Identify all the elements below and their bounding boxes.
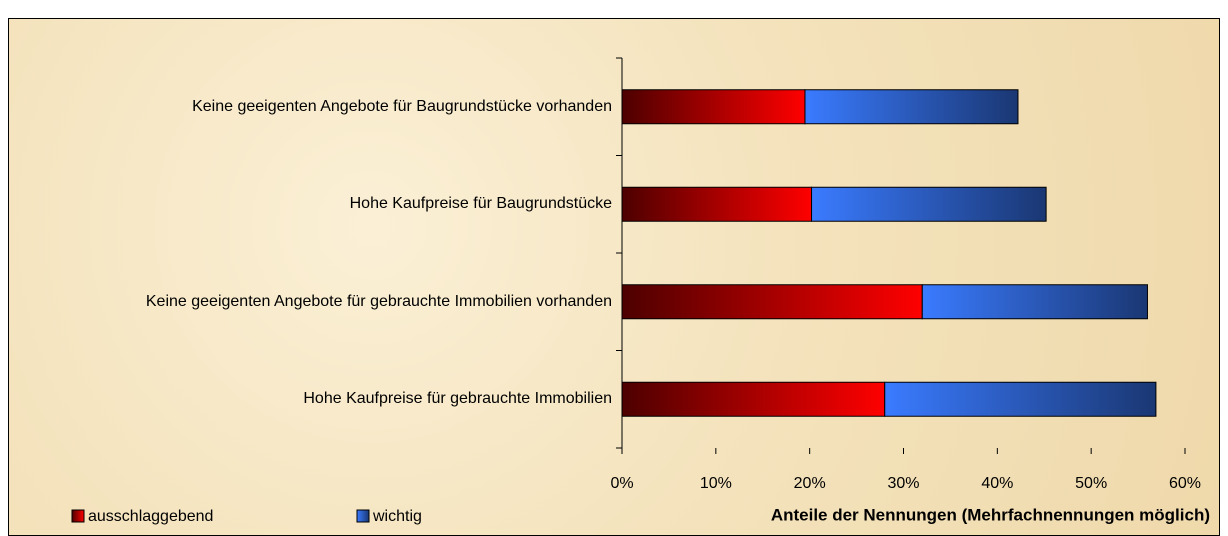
legend-label: wichtig bbox=[372, 508, 422, 525]
bar-segment bbox=[621, 284, 923, 320]
legend-swatch bbox=[356, 509, 370, 523]
x-tick-label: 50% bbox=[1075, 475, 1107, 492]
bar-segment bbox=[621, 89, 806, 125]
bar-segment bbox=[804, 89, 1019, 125]
category-label-text: Keine geeigenten Angebote für Baugrundst… bbox=[192, 97, 612, 115]
x-tick-label: 40% bbox=[981, 475, 1013, 492]
category-label: Keine geeigenten Angebote für Baugrundst… bbox=[18, 94, 612, 120]
category-label: Keine geeigenten Angebote für gebrauchte… bbox=[18, 289, 612, 315]
x-tick-label: 60% bbox=[1169, 475, 1201, 492]
category-label-text: Hohe Kaufpreise für gebrauchte Immobilie… bbox=[303, 390, 612, 408]
bar-segment bbox=[884, 381, 1157, 417]
bar-segment bbox=[811, 186, 1047, 222]
legend-label: ausschlaggebend bbox=[88, 508, 213, 525]
bar-segment bbox=[921, 284, 1148, 320]
x-tick-label: 30% bbox=[887, 475, 919, 492]
legend-swatch bbox=[71, 509, 85, 523]
x-axis-label: Anteile der Nennungen (Mehrfachnennungen… bbox=[771, 505, 1210, 524]
x-tick-label: 0% bbox=[610, 475, 633, 492]
bar-segment bbox=[621, 381, 886, 417]
category-label: Hohe Kaufpreise für gebrauchte Immobilie… bbox=[18, 386, 612, 412]
x-tick-label: 10% bbox=[700, 475, 732, 492]
x-tick-label: 20% bbox=[794, 475, 826, 492]
category-label-text: Keine geeigenten Angebote für gebrauchte… bbox=[145, 292, 612, 310]
bar-segment bbox=[621, 186, 813, 222]
category-label-text: Hohe Kaufpreise für Baugrundstücke bbox=[349, 195, 612, 213]
category-label: Hohe Kaufpreise für Baugrundstücke bbox=[18, 191, 612, 217]
